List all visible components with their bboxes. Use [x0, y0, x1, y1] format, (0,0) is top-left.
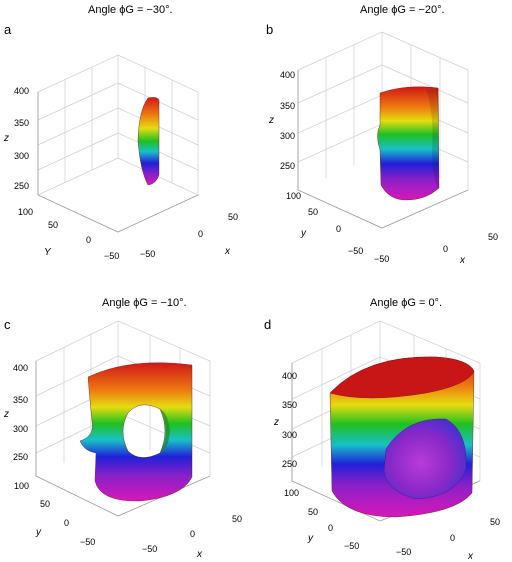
y-tick: 100	[14, 481, 30, 491]
panel-letter: c	[4, 317, 11, 332]
x-tick: 0	[198, 229, 204, 239]
z-axis-label: z	[4, 133, 9, 144]
z-tick: 250	[13, 452, 29, 462]
y-axis-label: y	[308, 533, 313, 544]
z-tick: 250	[280, 161, 296, 171]
z-axis-label: z	[4, 409, 9, 420]
x-axis-label: x	[225, 246, 230, 257]
surface-shape	[137, 97, 160, 186]
y-tick: −50	[104, 251, 120, 261]
y-tick: 0	[336, 224, 342, 234]
z-tick: 350	[13, 395, 29, 405]
y-axis-label: y	[301, 228, 306, 239]
y-axis-label: Y	[44, 247, 51, 258]
grid-lines	[37, 54, 199, 196]
y-tick: 0	[86, 235, 92, 245]
surface-shadow	[426, 88, 439, 188]
z-tick: 350	[14, 118, 30, 128]
z-tick: 300	[280, 131, 296, 141]
panel-letter: d	[264, 317, 272, 332]
y-tick: 0	[328, 523, 334, 533]
y-tick: 50	[40, 499, 51, 509]
y-tick: 100	[286, 191, 302, 201]
x-tick: −50	[374, 254, 390, 264]
y-axis-label: y	[36, 527, 41, 538]
y-tick: 100	[284, 488, 300, 498]
z-tick: 300	[282, 430, 298, 440]
z-tick: 300	[14, 151, 30, 161]
x-tick: −50	[396, 547, 412, 557]
surface-inner-wall	[160, 409, 170, 453]
x-tick: 50	[490, 517, 501, 527]
y-tick: 100	[18, 207, 34, 217]
x-tick: 50	[488, 232, 499, 242]
x-tick: 0	[443, 244, 449, 254]
z-axis-label: z	[274, 417, 279, 428]
x-tick: 0	[190, 529, 196, 539]
y-tick: 50	[48, 220, 59, 230]
z-tick: 350	[282, 400, 298, 410]
axes-3d	[37, 54, 199, 233]
x-axis-label: x	[468, 551, 473, 562]
x-tick: 50	[232, 514, 243, 524]
x-axis-label: x	[197, 549, 202, 560]
y-tick: 50	[308, 207, 319, 217]
y-tick: 0	[64, 518, 70, 528]
surface-shape	[79, 362, 193, 502]
z-tick: 300	[13, 424, 29, 434]
surface-top	[329, 356, 475, 399]
z-tick: 400	[280, 70, 296, 80]
y-tick: −50	[80, 537, 96, 547]
panel-letter: b	[266, 22, 274, 37]
y-tick: −50	[348, 246, 364, 256]
y-tick: 50	[308, 507, 319, 517]
panel-d: d Angle ϕG = 0°.	[256, 281, 512, 562]
z-tick: 350	[280, 101, 296, 111]
x-tick: −50	[140, 249, 156, 259]
z-tick: 400	[282, 371, 298, 381]
floor-box	[37, 92, 199, 233]
axes-3d	[291, 320, 481, 522]
x-tick: 0	[450, 533, 456, 543]
axes-3d	[35, 320, 211, 517]
z-tick: 250	[14, 181, 30, 191]
panel-b: b Angle ϕG = −20°.	[256, 0, 512, 281]
z-tick: 250	[282, 459, 298, 469]
panel-c: c Angle ϕG = −10°.	[0, 281, 256, 562]
panel-title: Angle ϕG = −20°.	[360, 4, 445, 16]
z-axis-label: z	[269, 115, 274, 126]
panel-title: Angle ϕG = −10°.	[102, 297, 187, 309]
surface-shape	[377, 86, 440, 201]
z-tick: 400	[13, 363, 29, 373]
panel-title: Angle ϕG = −30°.	[88, 4, 173, 16]
axes-3d	[297, 31, 469, 229]
z-tick: 400	[14, 86, 30, 96]
floor-box	[297, 70, 469, 229]
panel-title: Angle ϕG = 0°.	[370, 297, 443, 309]
x-axis-label: x	[460, 255, 465, 266]
x-tick: 50	[228, 212, 239, 222]
y-tick: −50	[344, 541, 360, 551]
x-tick: −50	[142, 544, 158, 554]
panel-a: a Angle ϕG = −30°.	[0, 0, 256, 281]
panel-letter: a	[4, 22, 12, 37]
surface-cutout	[383, 418, 467, 500]
